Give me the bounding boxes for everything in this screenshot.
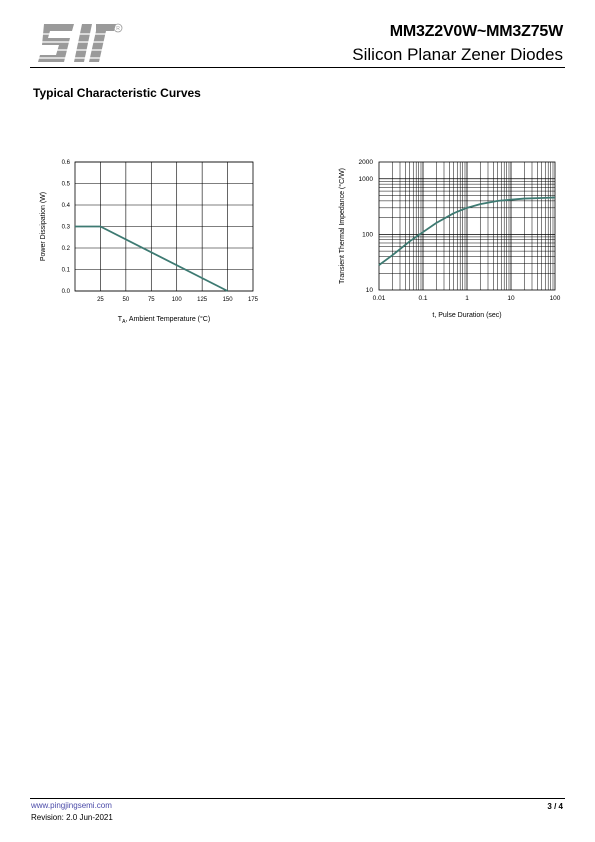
x-tick-label: 100: [172, 297, 183, 303]
svg-text:R: R: [116, 26, 120, 32]
y-tick-label: 100: [362, 232, 373, 239]
part-number: MM3Z2V0W~MM3Z75W: [389, 23, 563, 40]
y-tick-label: 0.1: [62, 268, 71, 274]
revision-text: Revision: 2.0 Jun-2021: [31, 813, 113, 822]
x-axis-label: TA, Ambient Temperature (°C): [118, 315, 210, 325]
x-tick-label: 100: [550, 295, 561, 302]
footer-divider: [30, 798, 565, 799]
y-tick-label: 0.0: [62, 289, 71, 295]
x-tick-label: 25: [97, 297, 104, 303]
x-tick-label: 0.01: [373, 295, 386, 302]
series-line: [75, 225, 228, 292]
y-tick-label: 10: [366, 287, 374, 294]
document-subtitle: Silicon Planar Zener Diodes: [352, 45, 563, 64]
y-tick-label: 1000: [359, 176, 374, 183]
x-tick-label: 0.1: [418, 295, 427, 302]
y-tick-label: 0.6: [62, 160, 71, 166]
y-axis-label: Power Dissipation (W): [40, 192, 47, 261]
x-tick-label: 125: [197, 297, 208, 303]
header-divider: [30, 67, 565, 68]
x-tick-label: 150: [223, 297, 234, 303]
y-tick-label: 0.2: [62, 246, 71, 252]
x-axis-label: t, Pulse Duration (sec): [432, 312, 501, 319]
x-tick-label: 175: [248, 297, 259, 303]
registered-mark-icon: [113, 23, 123, 33]
x-tick-label: 1: [465, 295, 469, 302]
series-line: [378, 196, 556, 266]
thermal-impedance-chart: 0.01 0.1 1 10 100 10 100 1000 2000 Transient Ther…: [338, 159, 561, 319]
x-tick-label: 75: [148, 297, 155, 303]
x-tick-label: 50: [123, 297, 130, 303]
y-tick-label: 2000: [359, 159, 374, 166]
y-tick-label: 0.3: [62, 225, 71, 231]
y-axis-label: Transient Thermal Impedance (°C/W): [338, 168, 346, 284]
section-title: Typical Characteristic Curves: [33, 86, 201, 100]
page-number: 3 / 4: [547, 802, 563, 811]
y-tick-label: 0.4: [62, 203, 71, 209]
x-tick-label: 10: [507, 295, 515, 302]
plot-frame: [378, 161, 556, 291]
power-derating-chart: 25 50 75 100 125 150 175 0.0 0.1 0.2 0.3 0.4 0.5 0.6 P…: [40, 160, 259, 325]
y-tick-label: 0.5: [62, 182, 71, 188]
website-link[interactable]: www.pingjingsemi.com: [31, 801, 112, 810]
company-logo: R: [36, 23, 123, 62]
